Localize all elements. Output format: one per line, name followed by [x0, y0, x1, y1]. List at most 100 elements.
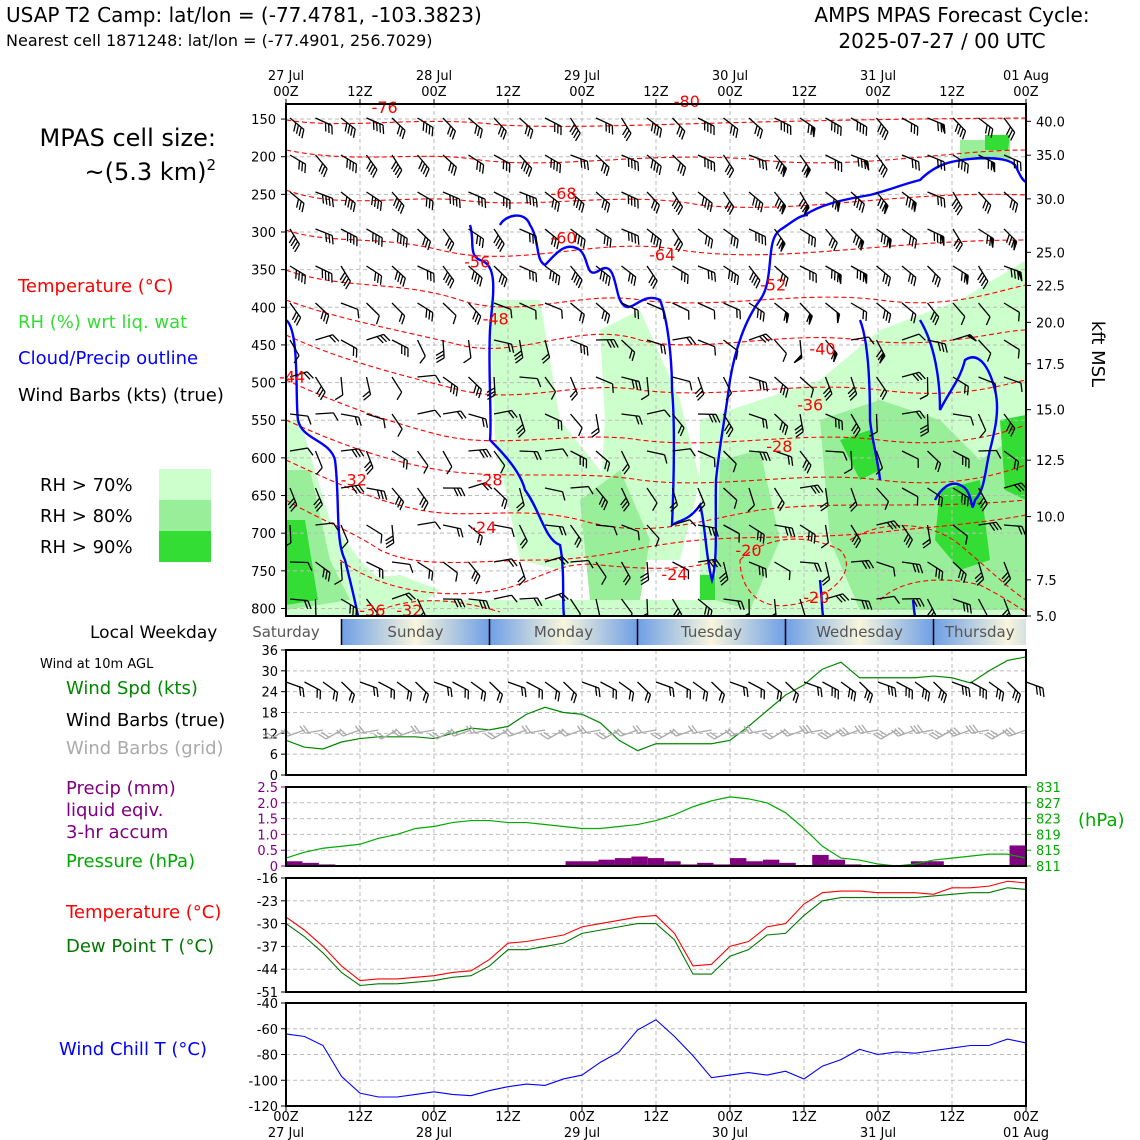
rh90-region: [840, 430, 880, 480]
wind-barb: [287, 487, 298, 512]
wind-panel: 061218243036: [261, 644, 1045, 784]
wind-barb: [519, 228, 538, 246]
wind-barb: [875, 376, 888, 400]
true-wind-barb: [618, 681, 635, 702]
precip-bar: [664, 861, 681, 866]
wind-barb: [850, 413, 861, 438]
wind-barb: [794, 413, 804, 438]
precip-bar: [598, 859, 615, 866]
wind-barb: [901, 450, 919, 468]
temperature-contour: [879, 579, 1026, 613]
wind-barb: [486, 376, 496, 401]
wind-barb: [1003, 482, 1026, 492]
wind-barb: [646, 228, 662, 250]
wind-barb: [825, 302, 841, 324]
temperature-contour-label: -36: [797, 395, 823, 414]
wind-barb: [799, 154, 811, 179]
wind-barb: [595, 598, 601, 616]
true-wind-barb: [322, 681, 339, 702]
precip-bar: [746, 861, 763, 866]
wind-barb: [315, 334, 340, 343]
wind-barb: [340, 448, 365, 458]
precip-bar: [762, 859, 780, 866]
true-wind-barb: [285, 681, 305, 698]
temperature-contour-label: -48: [483, 310, 509, 329]
wind-barb: [288, 228, 300, 253]
legend-swatch-rh70: [159, 469, 211, 500]
wind-barb: [822, 376, 833, 401]
temperature-contours: [286, 117, 1026, 613]
wind-barb: [799, 117, 816, 138]
temperature-contour-label: -56: [464, 252, 490, 271]
panel-ytick-label: 30: [261, 665, 278, 680]
wind-barb: [621, 339, 636, 362]
wind-barb: [468, 265, 483, 287]
bottom-day-label: 01 Aug: [1003, 1126, 1049, 1140]
wind-barb: [569, 376, 578, 401]
legend-barbs: Wind Barbs (kts) (true): [18, 385, 224, 406]
legend-swatch-rh90: [159, 531, 211, 562]
height-tick-label: 30.0: [1036, 193, 1065, 208]
true-wind-barb: [415, 681, 430, 704]
wind-barb: [697, 117, 715, 136]
wind-barb: [590, 413, 600, 438]
wind-barb: [774, 450, 794, 466]
wind-barb: [850, 228, 865, 251]
panel-ytick-label: 2.0: [257, 797, 278, 812]
bottom-hour-label: 12Z: [643, 1110, 669, 1125]
wind-barb: [363, 450, 374, 475]
rh80-region: [715, 450, 780, 610]
wind-barbs-layer: [286, 117, 1026, 616]
grid-wind-barb: [465, 724, 490, 734]
wind-barb: [672, 154, 687, 177]
wind-barb: [442, 450, 453, 475]
wind-barb: [977, 598, 988, 616]
wind-barb: [544, 448, 569, 457]
true-wind-barb: [378, 681, 396, 700]
weekday-label: Wednesday: [816, 623, 903, 641]
wind-barb: [289, 561, 313, 571]
grid-wind-barb: [669, 728, 694, 737]
panel-ytick-label: 1.0: [257, 828, 278, 843]
wind-barb: [468, 302, 482, 325]
weekday-segment: Saturday: [252, 623, 320, 641]
wind-barb: [289, 191, 305, 213]
wind-barb: [595, 338, 619, 348]
grid-wind-barb: [391, 728, 416, 737]
wind-barb: [417, 154, 430, 178]
wind-barb: [1003, 339, 1020, 359]
precip-bar: [647, 858, 665, 866]
top-day-label: 27 Jul: [268, 69, 304, 84]
top-hour-label: 00Z: [865, 85, 891, 100]
wind-barb: [723, 228, 739, 249]
wind-barb: [442, 410, 467, 420]
pressure-ytick-label: 819: [1036, 828, 1061, 843]
precip-bar: [582, 861, 599, 866]
true-wind-barb: [896, 681, 914, 700]
wind-barb: [620, 117, 632, 142]
wind-barb: [416, 450, 429, 474]
wind-barb: [569, 117, 581, 142]
wind-barb: [517, 561, 526, 586]
wind-barb: [570, 265, 583, 289]
wind-barb: [901, 302, 917, 324]
true-wind-barb: [766, 681, 783, 702]
wind-barb: [570, 485, 594, 495]
panel-ytick-label: -120: [248, 1100, 278, 1115]
wind-barb: [289, 339, 300, 364]
grid-wind-barb: [780, 728, 805, 737]
panel-ytick-label: -40: [257, 997, 278, 1012]
panel-ytick-label: 2.5: [257, 781, 278, 796]
wind-barb: [927, 154, 946, 171]
bottom-hour-label: 12Z: [495, 1110, 521, 1125]
cloud-outline-segment: [858, 319, 882, 481]
cloud-outline-segment: [818, 579, 825, 616]
grid-wind-barb: [946, 727, 971, 737]
wind-barb: [442, 117, 457, 140]
wind-barb: [672, 561, 690, 580]
wind-barb: [697, 154, 716, 172]
wind-barb: [519, 597, 543, 607]
bottom-hour-label: 00Z: [273, 1110, 299, 1125]
weekday-gradient: [785, 619, 934, 645]
